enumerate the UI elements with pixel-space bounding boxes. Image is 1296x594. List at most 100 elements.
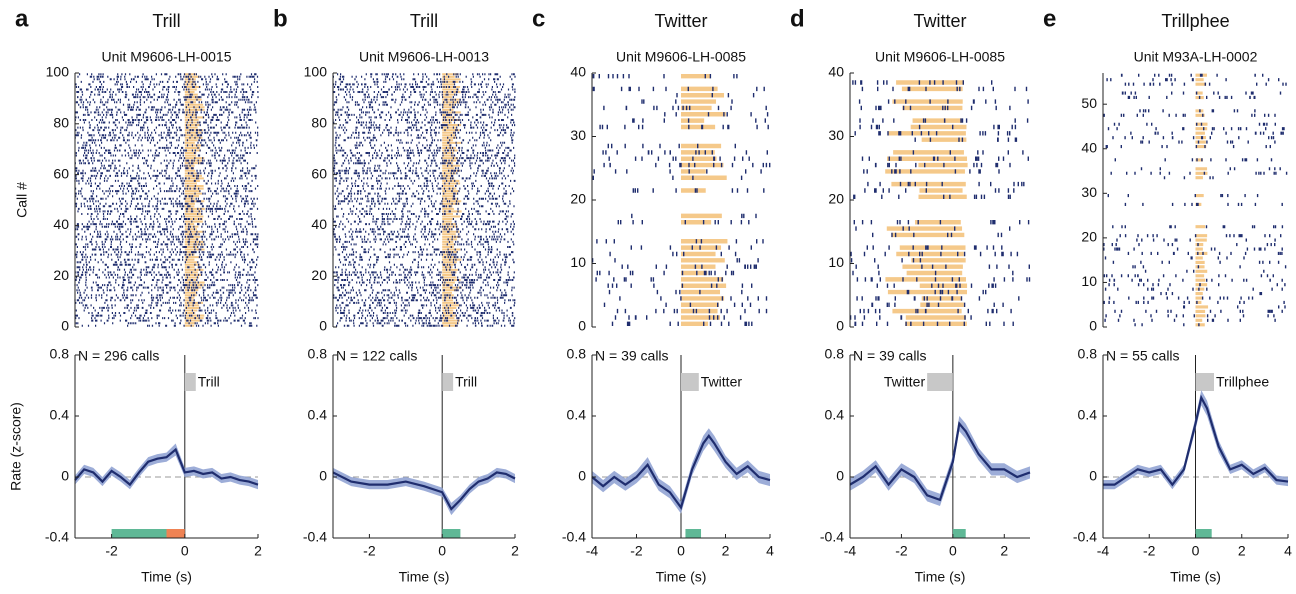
y-tick-label: 80 <box>53 115 69 131</box>
x-tick-label: 2 <box>511 543 519 559</box>
stimulus-bar <box>927 373 953 391</box>
y-tick-label: -0.4 <box>1073 529 1097 545</box>
panel-subtitle: Unit M93A-LH-0002 <box>1134 49 1258 65</box>
rate-line <box>849 421 1031 502</box>
rate-line <box>332 471 516 511</box>
stimulus-label: Trill <box>198 374 220 390</box>
panel-title: Twitter <box>913 11 966 31</box>
call-duration-texture <box>442 73 462 327</box>
panel-label: e <box>1043 5 1056 32</box>
x-tick-label: 0 <box>1192 543 1200 559</box>
y-tick-label: 0.4 <box>567 407 587 423</box>
y-tick-label: 80 <box>311 115 327 131</box>
y-tick-label: 0.8 <box>308 346 328 362</box>
x-tick-label: 2 <box>254 543 262 559</box>
y-tick-label: 0.4 <box>50 407 70 423</box>
x-tick-label: 0 <box>677 543 685 559</box>
y-tick-label: 40 <box>53 216 69 232</box>
y-tick-label: 50 <box>1081 95 1097 111</box>
rate-line <box>1103 394 1289 487</box>
significance-bar <box>685 529 702 538</box>
y-tick-label: 0.8 <box>1078 346 1098 362</box>
y-tick-label: 0.8 <box>825 346 845 362</box>
panel-subtitle: Unit M9606-LH-0013 <box>359 49 489 65</box>
x-tick-label: 0 <box>949 543 957 559</box>
y-tick-label: -0.4 <box>562 529 586 545</box>
y-tick-label: 10 <box>828 254 844 270</box>
spike-texture <box>591 74 771 326</box>
panel-title: Trill <box>152 11 180 31</box>
y-tick-label: 40 <box>1081 139 1097 155</box>
x-tick-label: 0 <box>181 543 189 559</box>
y-tick-label: 0 <box>1089 318 1097 334</box>
stimulus-label: Trill <box>455 374 477 390</box>
stimulus-label: Twitter <box>884 374 926 390</box>
y-tick-label: 60 <box>311 165 327 181</box>
x-tick-label: -4 <box>844 543 857 559</box>
stimulus-bar <box>681 373 699 391</box>
significance-bar <box>1195 529 1212 538</box>
y-tick-label: 0 <box>578 318 586 334</box>
x-tick-label: 2 <box>1000 543 1008 559</box>
call-duration-texture <box>184 73 205 327</box>
y-tick-label: -0.4 <box>45 529 69 545</box>
significance-bar <box>442 529 461 538</box>
spike-texture <box>332 73 516 327</box>
panel-label: b <box>273 5 288 32</box>
x-tick-label: -4 <box>586 543 599 559</box>
y-tick-label: 0 <box>1089 468 1097 484</box>
y-tick-label: 40 <box>828 64 844 80</box>
panel-title: Trillphee <box>1161 11 1229 31</box>
y-tick-label: 0 <box>319 318 327 334</box>
rate-line <box>74 447 259 487</box>
y-tick-label: 10 <box>570 254 586 270</box>
significance-bar <box>952 529 966 538</box>
x-tick-label: -4 <box>1097 543 1110 559</box>
y-tick-label: -0.4 <box>303 529 327 545</box>
x-axis-label: Time (s) <box>399 569 450 585</box>
psth-panel: Twitter -0.4 0 0.4 0.8 -4 -2 0 2 4 N = 39 calls Tim… <box>562 346 774 585</box>
significance-bar <box>166 529 185 538</box>
y-tick-label: 0.4 <box>308 407 328 423</box>
y-tick-label: 100 <box>304 64 328 80</box>
call-duration-texture <box>1195 73 1209 327</box>
panel-label: a <box>15 5 29 32</box>
error-band <box>850 416 1030 506</box>
y-tick-label: 40 <box>570 64 586 80</box>
spike-texture <box>74 73 259 327</box>
panel-label: d <box>790 5 805 32</box>
annotation: N = 296 calls <box>78 348 159 364</box>
y-axis-label: Rate (z-score) <box>8 402 24 491</box>
y-tick-label: 30 <box>570 127 586 143</box>
error-band <box>333 467 515 516</box>
x-tick-label: 4 <box>766 543 774 559</box>
x-tick-label: 0 <box>438 543 446 559</box>
x-tick-label: -2 <box>630 543 643 559</box>
x-tick-label: 4 <box>1284 543 1292 559</box>
x-tick-label: -2 <box>1143 543 1156 559</box>
psth-panel: Trill -0.4 0 0.4 0.8 -2 0 2 N = 296 calls Time (s… <box>8 346 262 585</box>
x-axis-label: Time (s) <box>656 569 707 585</box>
spike-texture <box>1103 73 1288 327</box>
panel-title: Trill <box>410 11 438 31</box>
annotation: N = 122 calls <box>336 348 417 364</box>
y-tick-label: 0.8 <box>50 346 70 362</box>
y-tick-label: 0.8 <box>567 346 587 362</box>
x-axis-label: Time (s) <box>1170 569 1221 585</box>
panel-subtitle: Unit M9606-LH-0015 <box>102 49 232 65</box>
x-tick-label: -2 <box>363 543 376 559</box>
y-tick-label: 0 <box>836 468 844 484</box>
y-tick-label: 0.4 <box>1078 407 1098 423</box>
stimulus-bar <box>184 373 196 391</box>
y-tick-label: 30 <box>828 127 844 143</box>
panel-subtitle: Unit M9606-LH-0085 <box>616 49 746 65</box>
stimulus-label: Trillphee <box>1216 374 1269 390</box>
annotation: N = 39 calls <box>853 348 927 364</box>
x-tick-label: -2 <box>895 543 908 559</box>
y-tick-label: 10 <box>1081 273 1097 289</box>
panel-title: Twitter <box>654 11 707 31</box>
y-axis-label: Call # <box>14 182 30 218</box>
y-tick-label: 0 <box>319 468 327 484</box>
stimulus-bar <box>1195 373 1214 391</box>
